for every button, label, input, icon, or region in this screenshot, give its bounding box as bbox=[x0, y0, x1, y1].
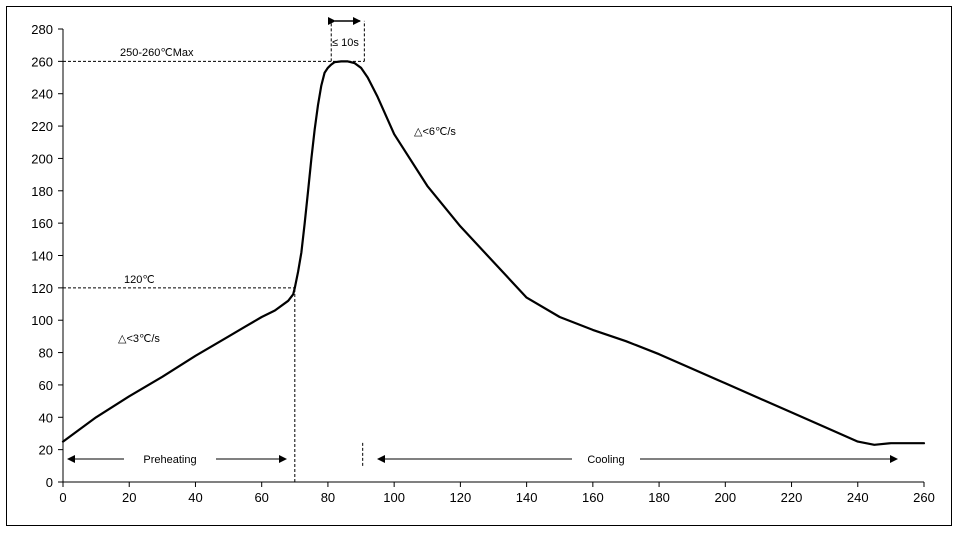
y-tick-label: 100 bbox=[31, 313, 53, 328]
x-tick-label: 20 bbox=[122, 490, 136, 505]
y-tick-label: 220 bbox=[31, 119, 53, 134]
series-group bbox=[61, 60, 926, 446]
x-tick-label: 180 bbox=[648, 490, 670, 505]
cool-rate-label: △<6℃/s bbox=[414, 126, 456, 138]
x-tick-label: 120 bbox=[450, 490, 472, 505]
heat-rate-label: △<3℃/s bbox=[118, 333, 160, 345]
axes bbox=[58, 28, 925, 487]
series-line-reflow-profile bbox=[61, 60, 926, 446]
y-tick-label: 60 bbox=[39, 378, 53, 393]
peak-max-label: 250-260℃Max bbox=[120, 47, 194, 59]
x-tick-label: 160 bbox=[582, 490, 604, 505]
x-tick-label: 240 bbox=[847, 490, 869, 505]
y-tick-label: 180 bbox=[31, 184, 53, 199]
y-tick-label: 160 bbox=[31, 216, 53, 231]
preheating-label: Preheating bbox=[143, 454, 196, 466]
y-tick-label: 240 bbox=[31, 87, 53, 102]
y-tick-label: 280 bbox=[31, 22, 53, 37]
x-tick-label: 0 bbox=[59, 490, 66, 505]
reference-lines bbox=[63, 20, 365, 482]
x-tick-label: 80 bbox=[321, 490, 335, 505]
outer-border bbox=[6, 6, 952, 526]
x-tick-label: 40 bbox=[188, 490, 202, 505]
y-tick-label: 120 bbox=[31, 281, 53, 296]
x-tick-label: 140 bbox=[516, 490, 538, 505]
cooling-label: Cooling bbox=[587, 454, 624, 466]
y-tick-label: 0 bbox=[46, 475, 53, 490]
y-tick-label: 260 bbox=[31, 54, 53, 69]
peak-time-label: ≤ 10s bbox=[332, 37, 359, 49]
x-tick-label: 260 bbox=[913, 490, 935, 505]
y-tick-label: 20 bbox=[39, 443, 53, 458]
x-tick-label: 220 bbox=[781, 490, 803, 505]
y-tick-label: 200 bbox=[31, 151, 53, 166]
y-tick-label: 140 bbox=[31, 249, 53, 264]
y-tick-label: 40 bbox=[39, 410, 53, 425]
x-tick-label: 200 bbox=[714, 490, 736, 505]
tick-labels: 0 20 40 60 80 100 120 140 160 180 200 220 240 260 280 0… bbox=[31, 22, 935, 505]
preheat-temp-label: 120℃ bbox=[124, 274, 155, 286]
annotations: 250-260℃Max ≤ 10s △<6℃/s 120℃ △<3℃/s Pre… bbox=[67, 17, 898, 466]
x-tick-label: 60 bbox=[254, 490, 268, 505]
y-tick-label: 80 bbox=[39, 346, 53, 361]
x-tick-label: 100 bbox=[383, 490, 405, 505]
